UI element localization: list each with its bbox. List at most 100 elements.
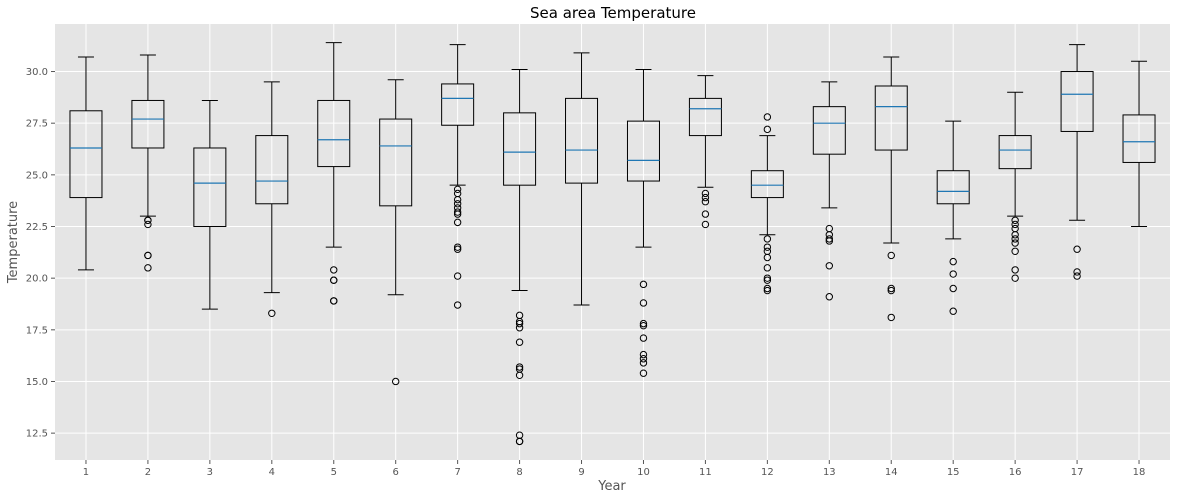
x-tick-label: 9: [578, 467, 584, 478]
y-tick-label: 17.5: [26, 325, 48, 336]
outlier-point: [763, 235, 772, 243]
y-tick-label: 22.5: [26, 222, 48, 233]
box-10: [626, 68, 660, 377]
outlier-point: [453, 243, 462, 251]
x-axis-label: Year: [597, 479, 626, 494]
outlier-point: [763, 276, 772, 284]
box-4: [255, 81, 289, 317]
x-tick-label: 10: [637, 467, 650, 478]
iqr-box: [255, 135, 289, 205]
outlier-point: [949, 257, 957, 266]
iqr-box: [626, 120, 660, 182]
box-11: [688, 75, 722, 229]
iqr-box: [565, 97, 599, 184]
x-axis-ticks: 1 2 3 4 5 6 7 8 9 10 11 12 13 14 15 16 17 18: [83, 460, 1146, 478]
y-axis-label: Temperature: [6, 201, 21, 284]
x-tick-label: 11: [699, 467, 712, 478]
iqr-box: [688, 97, 722, 137]
iqr-box: [441, 83, 475, 126]
outlier-point: [639, 321, 648, 330]
iqr-box: [1060, 71, 1094, 132]
x-tick-label: 8: [516, 467, 522, 478]
outlier-point: [639, 299, 648, 307]
outlier-point: [453, 301, 462, 309]
outlier-point: [701, 220, 710, 229]
outlier-point: [1011, 247, 1019, 255]
iqr-box: [874, 85, 908, 151]
outlier-point: [515, 319, 524, 328]
outlier-point: [701, 193, 710, 202]
y-gridlines: [55, 71, 1170, 434]
outlier-point: [453, 185, 462, 194]
outlier-point: [887, 313, 895, 322]
outlier-point: [763, 284, 772, 293]
y-axis-ticks: 12.5 15.0 17.5 20.0 22.5 25.0 27.5 30.0: [26, 67, 55, 440]
outlier-point: [701, 210, 710, 218]
y-tick-label: 20.0: [26, 274, 48, 285]
outlier-point: [763, 274, 772, 282]
outlier-point: [453, 218, 462, 227]
box-12: [750, 113, 784, 295]
outlier-point: [1073, 268, 1081, 276]
y-tick-label: 27.5: [26, 119, 48, 130]
outlier-point: [453, 210, 462, 218]
y-tick-label: 25.0: [26, 170, 48, 181]
outlier-point: [453, 245, 462, 253]
box-1: [69, 56, 103, 271]
outlier-point: [268, 309, 276, 317]
outlier-point: [1011, 274, 1019, 282]
outlier-point: [887, 251, 895, 260]
outlier-point: [763, 243, 772, 251]
outlier-point: [763, 113, 772, 121]
outlier-point: [453, 208, 462, 216]
box-16: [998, 91, 1032, 282]
x-tick-label: 18: [1133, 467, 1146, 478]
outlier-point: [453, 195, 462, 204]
outlier-point: [1011, 231, 1019, 239]
x-tick-label: 3: [207, 467, 213, 478]
box-9: [565, 52, 599, 306]
iqr-box: [317, 99, 351, 168]
outlier-point: [144, 220, 152, 229]
outlier-point: [144, 251, 152, 260]
outlier-point: [639, 334, 648, 342]
outlier-point: [639, 369, 648, 377]
outlier-point: [515, 363, 524, 371]
outlier-point: [825, 235, 834, 243]
x-tick-label: 16: [1009, 467, 1022, 478]
plot-area: [55, 24, 1170, 460]
box-3: [193, 99, 227, 310]
iqr-box: [131, 99, 165, 149]
outlier-point: [1011, 216, 1019, 225]
outlier-point: [1073, 245, 1081, 253]
outlier-point: [763, 264, 772, 272]
x-tick-label: 5: [331, 467, 337, 478]
iqr-box: [193, 147, 227, 228]
box-7: [441, 44, 475, 309]
x-tick-label: 6: [393, 467, 399, 478]
y-tick-label: 15.0: [26, 377, 48, 388]
outlier-point: [949, 307, 957, 315]
outlier-point: [515, 371, 524, 379]
outlier-point: [1011, 220, 1019, 229]
outlier-point: [639, 355, 648, 363]
outlier-point: [515, 324, 524, 332]
box-14: [874, 56, 908, 322]
iqr-box: [503, 112, 537, 186]
outlier-point: [1011, 235, 1019, 243]
iqr-box: [936, 170, 970, 205]
iqr-box: [812, 106, 846, 155]
iqr-box: [998, 135, 1032, 170]
outlier-point: [763, 253, 772, 262]
iqr-box: [69, 110, 103, 199]
outlier-point: [453, 200, 462, 208]
x-tick-label: 12: [761, 467, 774, 478]
outlier-point: [453, 272, 462, 280]
outlier-point: [639, 359, 648, 367]
outlier-point: [949, 270, 957, 278]
x-tick-label: 14: [885, 467, 898, 478]
outlier-point: [639, 280, 648, 289]
x-tick-label: 2: [145, 467, 151, 478]
outlier-point: [825, 262, 834, 270]
